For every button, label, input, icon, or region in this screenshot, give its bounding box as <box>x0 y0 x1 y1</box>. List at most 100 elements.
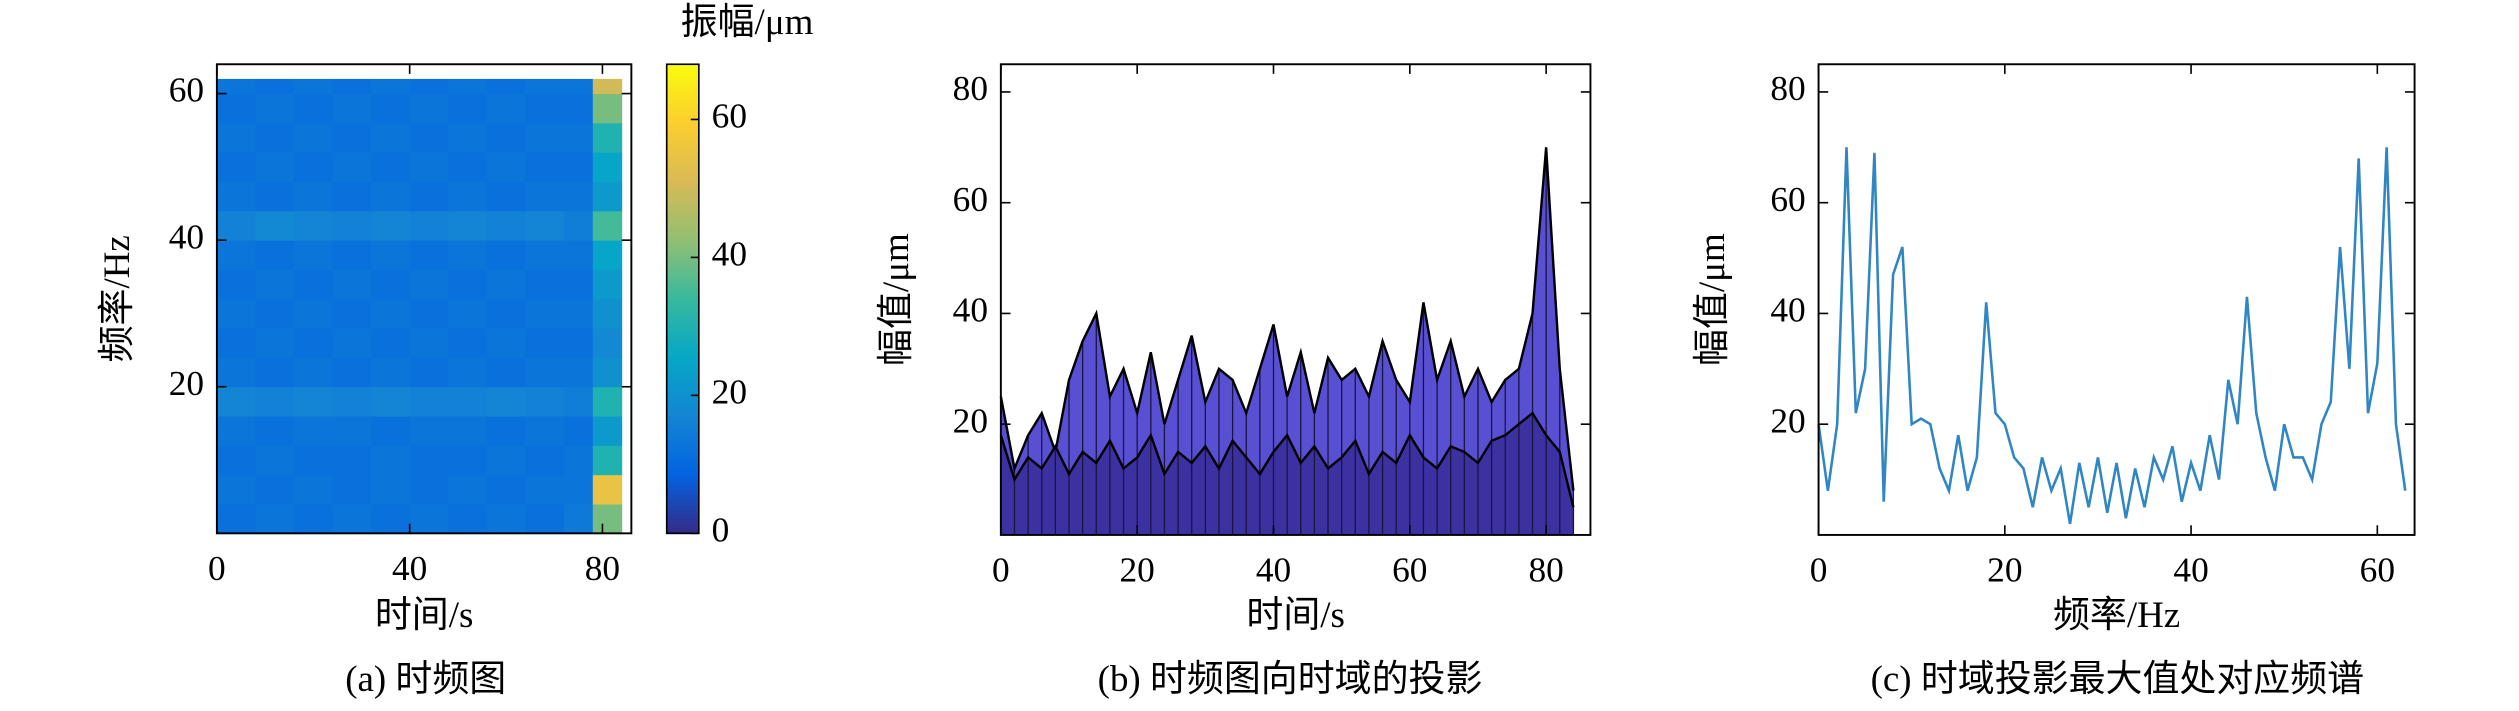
heatmap-cell <box>332 269 372 300</box>
colorbar-step <box>666 322 699 327</box>
heatmap-cell <box>525 240 565 270</box>
y-axis-label: 幅值/μm <box>1691 233 1732 366</box>
colorbar-step <box>666 232 699 238</box>
heatmap-cell <box>293 269 334 300</box>
colorbar-step <box>666 158 699 163</box>
colorbar-step <box>666 341 699 347</box>
heatmap-cell <box>563 181 594 212</box>
heatmap-cell <box>563 78 594 95</box>
heatmap-cell <box>448 357 488 388</box>
heatmap-cell <box>409 386 449 417</box>
heatmap-cell <box>592 504 623 534</box>
heatmap-cell <box>332 298 372 329</box>
colorbar-step <box>666 150 699 155</box>
colorbar-step <box>666 521 699 527</box>
heatmap-cell <box>216 445 256 476</box>
colorbar-step <box>666 337 699 343</box>
heatmap-cell <box>216 181 256 212</box>
colorbar-step <box>666 447 699 453</box>
colorbar-step <box>666 474 699 480</box>
x-tick-label: 20 <box>1987 551 2022 590</box>
y-tick-label: 20 <box>953 401 988 440</box>
colorbar-step <box>666 525 699 531</box>
heatmap-cell <box>332 78 372 95</box>
colorbar-step <box>666 103 699 109</box>
heatmap-cell <box>448 386 488 417</box>
colorbar-step <box>666 212 699 218</box>
heatmap-cell <box>563 298 594 329</box>
heatmap-cell <box>255 504 295 534</box>
heatmap-cell <box>293 504 334 534</box>
axes-frame <box>215 63 633 535</box>
heatmap-cell <box>486 181 526 212</box>
heatmap-cell <box>525 78 565 95</box>
caption: (c) 时域投影最大值处对应频谱 <box>1871 658 2364 700</box>
colorbar-step <box>666 75 699 81</box>
colorbar-step <box>666 134 699 140</box>
heatmap-cell <box>563 416 594 446</box>
heatmap-cell <box>293 210 334 241</box>
colorbar-step <box>666 72 699 77</box>
heatmap-cell <box>293 298 334 329</box>
heatmap-cell <box>525 386 565 417</box>
colorbar-step <box>666 220 699 226</box>
colorbar-label: 振幅/μm <box>681 1 814 42</box>
colorbar-step <box>666 451 699 456</box>
colorbar-step <box>666 83 699 89</box>
colorbar-tick-label: 20 <box>712 372 747 411</box>
colorbar-step <box>666 302 699 308</box>
colorbar-step <box>666 416 699 421</box>
heatmap-cell <box>332 240 372 270</box>
colorbar-step <box>666 244 699 249</box>
colorbar-step <box>666 224 699 230</box>
heatmap-cell <box>255 474 295 505</box>
colorbar-step <box>666 455 699 460</box>
heatmap-cell <box>293 181 334 212</box>
heatmap-cell <box>371 181 411 212</box>
heatmap-cell <box>255 210 295 241</box>
colorbar-step <box>666 201 699 206</box>
heatmap-cell <box>563 152 594 183</box>
heatmap-cell <box>448 181 488 212</box>
colorbar-step <box>666 345 699 351</box>
caption: (a) 时频图 <box>345 658 506 700</box>
heatmap-cell <box>409 298 449 329</box>
line <box>1817 147 2407 525</box>
colorbar-step <box>666 439 699 445</box>
heatmap-cell <box>332 474 372 505</box>
heatmap-cell <box>371 386 411 417</box>
colorbar-step <box>666 435 699 441</box>
heatmap-cell <box>486 240 526 270</box>
heatmap-cell <box>255 298 295 329</box>
heatmap-cell <box>255 386 295 417</box>
heatmap-cell <box>255 78 295 95</box>
heatmap-cell <box>525 474 565 505</box>
colorbar-frame <box>665 63 700 535</box>
colorbar-step <box>666 431 699 437</box>
heatmap-cell <box>563 474 594 505</box>
heatmap-cell <box>216 386 256 417</box>
colorbar-tick-label: 0 <box>712 510 730 549</box>
heatmap-cell <box>216 122 256 153</box>
colorbar-step <box>666 505 699 511</box>
heatmap-cell <box>525 504 565 534</box>
heatmap-cell <box>216 328 256 358</box>
colorbar-step <box>666 181 699 187</box>
colorbar-step <box>666 99 699 105</box>
colorbar-step <box>666 369 699 374</box>
colorbar-step <box>666 427 699 433</box>
heatmap-cell <box>592 122 623 153</box>
colorbar-step <box>666 330 699 335</box>
colorbar-step <box>666 142 699 148</box>
heatmap-cell <box>255 93 295 124</box>
heatmap-cell <box>216 474 256 505</box>
heatmap-cell <box>255 328 295 358</box>
colorbar-tick-label: 40 <box>712 235 747 274</box>
area-fill <box>1000 147 1574 535</box>
colorbar-step <box>666 118 699 124</box>
colorbar-step <box>666 376 699 382</box>
colorbar-step <box>666 318 699 324</box>
colorbar-step <box>666 412 699 417</box>
colorbar-step <box>666 462 699 468</box>
heatmap-cell <box>293 416 334 446</box>
